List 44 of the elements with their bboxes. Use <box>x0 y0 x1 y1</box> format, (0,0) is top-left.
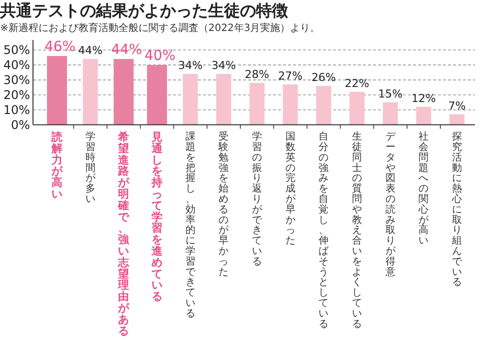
chart-title: 共通テストの結果がよかった生徒の特徴 <box>0 1 289 20</box>
y-tick-label: 50% <box>3 43 30 57</box>
y-tick-label: 20% <box>3 88 30 102</box>
chart-subtitle: ※新過程におよび教育活動全般に関する調査（2022年3月実施）より。 <box>0 22 320 34</box>
bar <box>182 74 198 125</box>
data-label: 46% <box>44 38 76 55</box>
data-label: 7% <box>448 99 466 112</box>
y-tick-label: 0% <box>10 118 30 132</box>
data-label: 34% <box>211 58 236 72</box>
data-label: 26% <box>311 70 336 84</box>
category-label: 課題を把握し、効率的に学習できている <box>185 132 196 320</box>
data-label: 28% <box>244 68 270 81</box>
data-label: 44% <box>111 42 142 58</box>
bar <box>282 84 298 125</box>
category-label: 希望進路が明確で、強い志望理由がある <box>118 130 130 338</box>
bar <box>250 82 264 125</box>
category-label: 生徒同士の質問や教え合いをよくしている <box>352 132 362 330</box>
data-label: 27% <box>278 69 303 82</box>
bar <box>82 58 98 125</box>
data-label: 15% <box>378 87 403 100</box>
category-label: データや図表の読み取りが得意 <box>385 132 396 278</box>
data-label: 40% <box>144 48 176 64</box>
data-label: 44% <box>78 44 103 57</box>
category-label: 学習の振り返りができている <box>252 132 262 268</box>
data-label: 22% <box>344 76 370 90</box>
y-tick-label: 40% <box>3 58 30 72</box>
bar <box>316 86 332 125</box>
category-label: 社会問題への関心が高い <box>418 132 429 247</box>
x-tick-label: 読解力が高い <box>50 130 64 200</box>
category-label: 国数英の完成が早かった <box>285 132 296 247</box>
bar <box>450 114 464 125</box>
x-tick-label: 学習時間が多い <box>85 130 96 205</box>
y-tick-label: 10% <box>3 102 30 117</box>
category-label: 自分の強みを自覚し、伸ばそうとしている <box>318 132 329 330</box>
category-label: 見通しを持って学習を進めている <box>152 130 162 304</box>
category-label: 受験勉強を始めるのが早かった <box>218 132 229 278</box>
bar <box>382 102 398 125</box>
bar <box>416 106 432 125</box>
data-label: 12% <box>411 92 436 105</box>
category-label: 探究活動に熱心に取り組んでいる <box>452 132 462 288</box>
data-label: 34% <box>178 58 203 72</box>
y-tick-label: 30% <box>3 72 30 87</box>
bar <box>350 92 364 125</box>
bar <box>216 74 232 125</box>
